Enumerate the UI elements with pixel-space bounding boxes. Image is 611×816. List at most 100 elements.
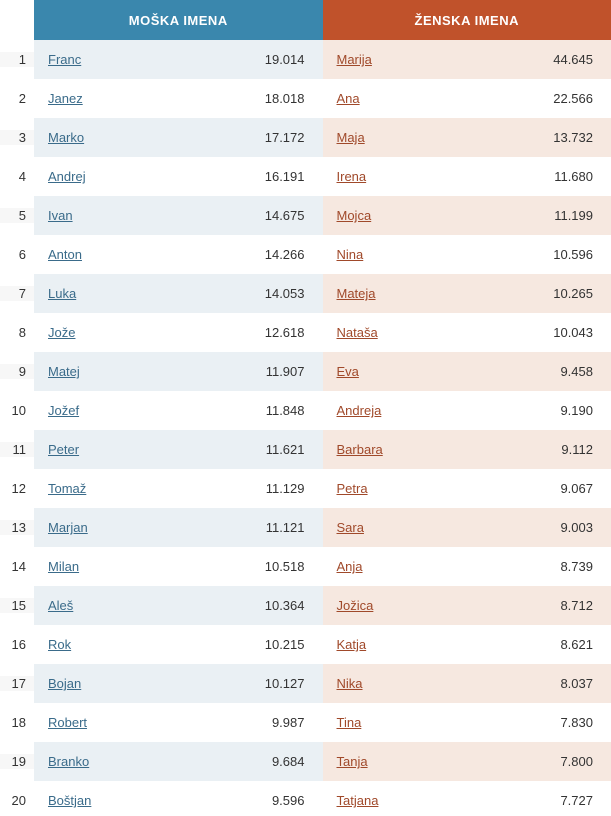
female-name-link[interactable]: Mojca <box>337 208 372 223</box>
female-side: Nina 10.596 <box>323 235 611 274</box>
female-count-cell: 9.190 <box>483 403 611 418</box>
female-name-link[interactable]: Nina <box>337 247 364 262</box>
male-name-link[interactable]: Luka <box>48 286 76 301</box>
male-name-cell: Janez <box>34 91 194 106</box>
female-name-link[interactable]: Tina <box>337 715 362 730</box>
female-name-cell: Tatjana <box>323 793 483 808</box>
female-name-cell: Tanja <box>323 754 483 769</box>
female-count-cell: 10.596 <box>483 247 611 262</box>
male-name-link[interactable]: Jože <box>48 325 75 340</box>
table-row: 17Bojan10.127Nika8.037 <box>0 664 611 703</box>
female-name-link[interactable]: Anja <box>337 559 363 574</box>
female-name-link[interactable]: Maja <box>337 130 365 145</box>
table-row: 1Franc19.014Marija44.645 <box>0 40 611 79</box>
female-name-cell: Nina <box>323 247 483 262</box>
female-header: ŽENSKA IMENA <box>323 0 611 40</box>
male-name-link[interactable]: Franc <box>48 52 81 67</box>
female-count-cell: 44.645 <box>483 52 611 67</box>
table-row: 11Peter11.621Barbara9.112 <box>0 430 611 469</box>
male-header: MOŠKA IMENA <box>34 0 323 40</box>
male-count-cell: 11.621 <box>194 442 323 457</box>
table-row: 19Branko9.684Tanja7.800 <box>0 742 611 781</box>
male-count-cell: 9.596 <box>194 793 323 808</box>
male-name-link[interactable]: Jožef <box>48 403 79 418</box>
male-name-link[interactable]: Marko <box>48 130 84 145</box>
female-name-link[interactable]: Petra <box>337 481 368 496</box>
male-name-cell: Bojan <box>34 676 194 691</box>
male-name-cell: Andrej <box>34 169 194 184</box>
male-name-cell: Branko <box>34 754 194 769</box>
female-name-cell: Irena <box>323 169 483 184</box>
female-name-link[interactable]: Eva <box>337 364 359 379</box>
table-row: 3Marko17.172Maja13.732 <box>0 118 611 157</box>
female-name-link[interactable]: Tatjana <box>337 793 379 808</box>
female-name-cell: Sara <box>323 520 483 535</box>
male-name-cell: Ivan <box>34 208 194 223</box>
female-name-link[interactable]: Jožica <box>337 598 374 613</box>
male-name-link[interactable]: Branko <box>48 754 89 769</box>
female-count-cell: 13.732 <box>483 130 611 145</box>
male-name-link[interactable]: Matej <box>48 364 80 379</box>
table-row: 2Janez18.018Ana22.566 <box>0 79 611 118</box>
rank-cell: 14 <box>0 559 34 574</box>
male-name-link[interactable]: Peter <box>48 442 79 457</box>
male-name-link[interactable]: Boštjan <box>48 793 91 808</box>
female-name-link[interactable]: Andreja <box>337 403 382 418</box>
male-side: Marjan 11.121 <box>34 508 323 547</box>
male-count-cell: 12.618 <box>194 325 323 340</box>
female-name-link[interactable]: Ana <box>337 91 360 106</box>
male-name-cell: Marjan <box>34 520 194 535</box>
female-name-cell: Mojca <box>323 208 483 223</box>
male-count-cell: 18.018 <box>194 91 323 106</box>
rank-cell: 6 <box>0 247 34 262</box>
male-name-link[interactable]: Janez <box>48 91 83 106</box>
female-side: Petra 9.067 <box>323 469 611 508</box>
female-count-cell: 11.680 <box>483 169 611 184</box>
male-name-link[interactable]: Anton <box>48 247 82 262</box>
female-name-link[interactable]: Irena <box>337 169 367 184</box>
female-count-cell: 8.621 <box>483 637 611 652</box>
male-name-link[interactable]: Marjan <box>48 520 88 535</box>
female-name-link[interactable]: Barbara <box>337 442 383 457</box>
female-name-link[interactable]: Tanja <box>337 754 368 769</box>
female-name-link[interactable]: Nika <box>337 676 363 691</box>
female-name-cell: Jožica <box>323 598 483 613</box>
male-count-cell: 11.121 <box>194 520 323 535</box>
male-name-link[interactable]: Milan <box>48 559 79 574</box>
female-name-link[interactable]: Sara <box>337 520 364 535</box>
male-name-link[interactable]: Tomaž <box>48 481 86 496</box>
female-name-link[interactable]: Katja <box>337 637 367 652</box>
female-count-cell: 22.566 <box>483 91 611 106</box>
table-row: 8Jože12.618Nataša10.043 <box>0 313 611 352</box>
female-name-link[interactable]: Mateja <box>337 286 376 301</box>
male-name-link[interactable]: Aleš <box>48 598 73 613</box>
male-name-link[interactable]: Ivan <box>48 208 73 223</box>
female-side: Marija 44.645 <box>323 40 611 79</box>
rank-cell: 12 <box>0 481 34 496</box>
table-row: 12 Tomaž 11.129 Petra 9.067 <box>0 469 611 508</box>
rank-cell: 1 <box>0 52 34 67</box>
female-count-cell: 7.727 <box>483 793 611 808</box>
rank-cell: 19 <box>0 754 34 769</box>
male-name-link[interactable]: Andrej <box>48 169 86 184</box>
male-name-link[interactable]: Robert <box>48 715 87 730</box>
female-name-link[interactable]: Nataša <box>337 325 378 340</box>
male-count-cell: 14.053 <box>194 286 323 301</box>
male-name-link[interactable]: Rok <box>48 637 71 652</box>
male-side: Aleš10.364 <box>34 586 323 625</box>
female-count-cell: 9.067 <box>483 481 611 496</box>
table-row: 10Jožef11.848Andreja9.190 <box>0 391 611 430</box>
female-side: Mateja10.265 <box>323 274 611 313</box>
male-side: Anton14.266 <box>34 235 323 274</box>
male-side: Ivan14.675 <box>34 196 323 235</box>
female-side: Mojca11.199 <box>323 196 611 235</box>
female-side: Nika8.037 <box>323 664 611 703</box>
male-count-cell: 11.129 <box>194 481 323 496</box>
female-count-cell: 10.043 <box>483 325 611 340</box>
male-name-link[interactable]: Bojan <box>48 676 81 691</box>
female-name-link[interactable]: Marija <box>337 52 372 67</box>
male-count-cell: 17.172 <box>194 130 323 145</box>
table-row: 18Robert9.987Tina7.830 <box>0 703 611 742</box>
female-name-cell: Anja <box>323 559 483 574</box>
male-side: Marko 17.172 <box>34 118 323 157</box>
